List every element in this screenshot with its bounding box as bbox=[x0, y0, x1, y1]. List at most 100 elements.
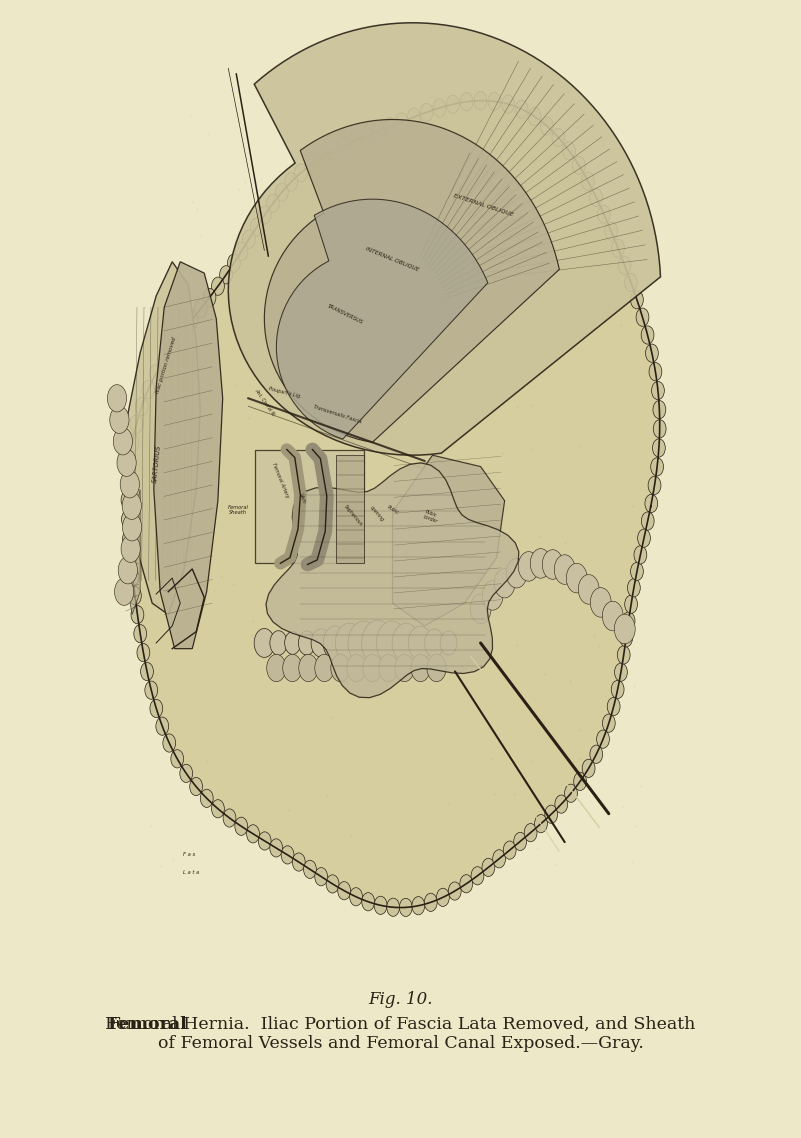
Circle shape bbox=[121, 490, 134, 509]
Circle shape bbox=[449, 882, 461, 900]
Circle shape bbox=[638, 529, 650, 547]
Circle shape bbox=[641, 325, 654, 344]
Circle shape bbox=[283, 654, 302, 682]
Circle shape bbox=[614, 615, 635, 644]
Polygon shape bbox=[255, 450, 364, 563]
Circle shape bbox=[534, 815, 547, 833]
Circle shape bbox=[620, 628, 633, 646]
Circle shape bbox=[295, 164, 308, 182]
Circle shape bbox=[171, 750, 183, 768]
Circle shape bbox=[107, 385, 127, 412]
Circle shape bbox=[654, 420, 666, 438]
Circle shape bbox=[219, 265, 232, 283]
Circle shape bbox=[113, 428, 132, 455]
Circle shape bbox=[420, 104, 433, 122]
Circle shape bbox=[648, 477, 661, 495]
Circle shape bbox=[123, 452, 136, 470]
Circle shape bbox=[650, 457, 663, 476]
Circle shape bbox=[363, 654, 382, 682]
Text: F a s: F a s bbox=[183, 851, 195, 857]
Circle shape bbox=[649, 363, 662, 381]
Circle shape bbox=[630, 562, 643, 580]
Circle shape bbox=[194, 299, 207, 318]
Circle shape bbox=[120, 471, 139, 498]
Circle shape bbox=[122, 471, 135, 489]
Circle shape bbox=[235, 817, 248, 835]
Circle shape bbox=[134, 625, 147, 643]
Text: INTERNAL OBLIQUE: INTERNAL OBLIQUE bbox=[364, 246, 420, 272]
Circle shape bbox=[625, 273, 638, 291]
Circle shape bbox=[482, 858, 495, 876]
Circle shape bbox=[427, 654, 446, 682]
Circle shape bbox=[395, 113, 408, 131]
Circle shape bbox=[611, 681, 624, 699]
Circle shape bbox=[506, 559, 527, 588]
Text: SARTORIUS: SARTORIUS bbox=[152, 445, 162, 484]
Circle shape bbox=[360, 127, 372, 146]
Circle shape bbox=[582, 759, 595, 777]
Polygon shape bbox=[154, 262, 223, 649]
Circle shape bbox=[128, 586, 141, 604]
Circle shape bbox=[590, 188, 602, 206]
Circle shape bbox=[142, 380, 155, 398]
Circle shape bbox=[395, 654, 414, 682]
Circle shape bbox=[284, 632, 300, 654]
Circle shape bbox=[618, 645, 630, 663]
Circle shape bbox=[590, 745, 602, 764]
Circle shape bbox=[315, 867, 328, 885]
Circle shape bbox=[582, 172, 594, 190]
Circle shape bbox=[574, 773, 586, 791]
Circle shape bbox=[117, 450, 136, 477]
Circle shape bbox=[304, 860, 316, 879]
Circle shape bbox=[243, 230, 256, 248]
Circle shape bbox=[211, 800, 224, 818]
Circle shape bbox=[412, 897, 425, 915]
Text: Femoral
Sheath: Femoral Sheath bbox=[227, 504, 248, 516]
Circle shape bbox=[515, 100, 528, 118]
Circle shape bbox=[602, 714, 615, 732]
Circle shape bbox=[326, 142, 339, 160]
Circle shape bbox=[316, 148, 328, 166]
Circle shape bbox=[180, 765, 193, 783]
Circle shape bbox=[315, 654, 334, 682]
Circle shape bbox=[541, 117, 553, 135]
Circle shape bbox=[126, 434, 139, 452]
Circle shape bbox=[542, 550, 563, 579]
Text: Transversalis Fascia: Transversalis Fascia bbox=[312, 404, 362, 424]
Circle shape bbox=[258, 206, 271, 224]
Circle shape bbox=[554, 554, 575, 584]
Circle shape bbox=[135, 397, 148, 415]
Circle shape bbox=[270, 630, 287, 655]
Circle shape bbox=[614, 663, 627, 682]
Circle shape bbox=[552, 129, 565, 147]
Text: Pubic
border: Pubic border bbox=[423, 509, 441, 525]
Text: Femoral Artery: Femoral Artery bbox=[271, 462, 289, 498]
Circle shape bbox=[602, 601, 623, 630]
Polygon shape bbox=[124, 262, 200, 615]
Circle shape bbox=[513, 832, 526, 850]
Circle shape bbox=[150, 700, 163, 718]
Circle shape bbox=[311, 629, 331, 657]
Circle shape bbox=[131, 605, 144, 624]
Circle shape bbox=[267, 195, 280, 213]
Text: Pubic: Pubic bbox=[386, 504, 400, 516]
Circle shape bbox=[425, 893, 437, 912]
Circle shape bbox=[331, 654, 350, 682]
Circle shape bbox=[130, 415, 143, 434]
Circle shape bbox=[292, 854, 305, 872]
Circle shape bbox=[565, 784, 578, 802]
Circle shape bbox=[121, 535, 140, 562]
Circle shape bbox=[460, 92, 473, 110]
Circle shape bbox=[185, 312, 198, 330]
Circle shape bbox=[470, 594, 491, 624]
Text: Saphenous: Saphenous bbox=[343, 503, 364, 527]
Circle shape bbox=[254, 628, 275, 658]
Circle shape bbox=[501, 96, 514, 114]
Polygon shape bbox=[124, 489, 140, 615]
Circle shape bbox=[376, 621, 408, 665]
Circle shape bbox=[247, 825, 260, 843]
Circle shape bbox=[562, 141, 575, 159]
Circle shape bbox=[251, 217, 264, 236]
Circle shape bbox=[124, 549, 137, 567]
Circle shape bbox=[298, 630, 316, 655]
